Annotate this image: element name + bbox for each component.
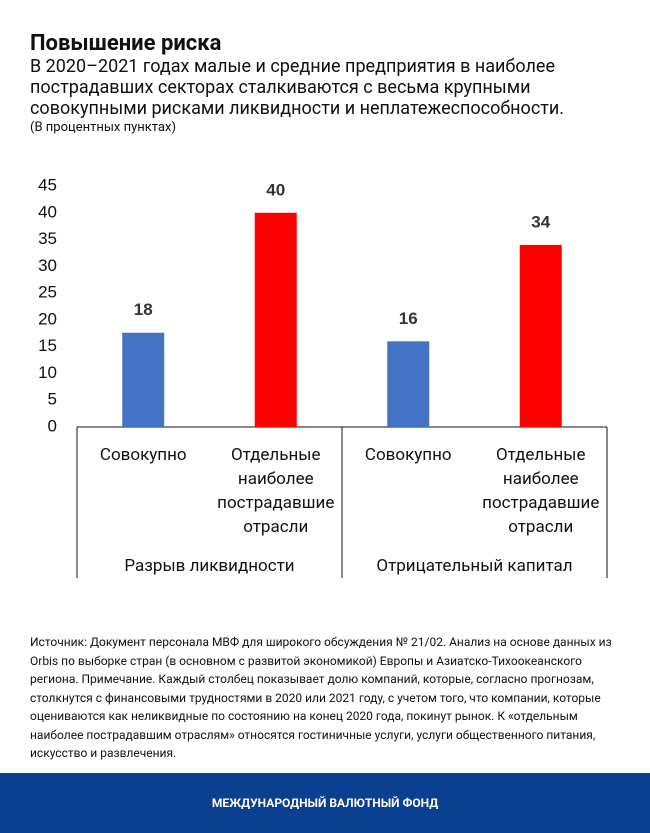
y-tick-label: 30 [38, 256, 57, 275]
y-tick-label: 0 [48, 416, 57, 435]
data-label: 40 [266, 180, 285, 199]
x-tick-label: Отдельные наиболее пострадавшие отрасли [217, 445, 335, 537]
units: (В процентных пунктах) [30, 120, 176, 135]
data-label: 18 [134, 300, 153, 319]
group-label: Отрицательный капитал [376, 556, 573, 576]
bar [387, 341, 430, 427]
subtitle: В 2020–2021 годах малые и средние предпр… [30, 56, 565, 119]
x-tick-label: Совокупно [364, 445, 452, 465]
chart: 0 5 10 15 20 25 30 35 40 45 18 40 16 34 [38, 175, 608, 578]
bar [122, 332, 165, 427]
note: Источник: Документ персонала МВФ для шир… [30, 635, 612, 760]
y-tick-label: 10 [38, 363, 57, 382]
y-tick-label: 15 [38, 336, 57, 355]
x-tick-label: Отдельные наиболее пострадавшие отрасли [482, 445, 600, 537]
data-label: 16 [399, 309, 418, 328]
data-label: 34 [531, 212, 550, 231]
y-tick-label: 40 [38, 202, 57, 221]
title: Повышение риска [30, 31, 222, 56]
footer: МЕЖДУНАРОДНЫЙ ВАЛЮТНЫЙ ФОНД [0, 773, 650, 833]
x-tick-label: Совокупно [99, 445, 187, 465]
bar [519, 244, 562, 427]
group-label: Разрыв ликвидности [124, 556, 295, 576]
y-tick-label: 45 [38, 175, 57, 194]
y-tick-label: 20 [38, 309, 57, 328]
y-tick-label: 25 [38, 283, 57, 302]
y-tick-label: 35 [38, 229, 57, 248]
y-tick-label: 5 [48, 390, 57, 409]
bar [254, 212, 297, 427]
